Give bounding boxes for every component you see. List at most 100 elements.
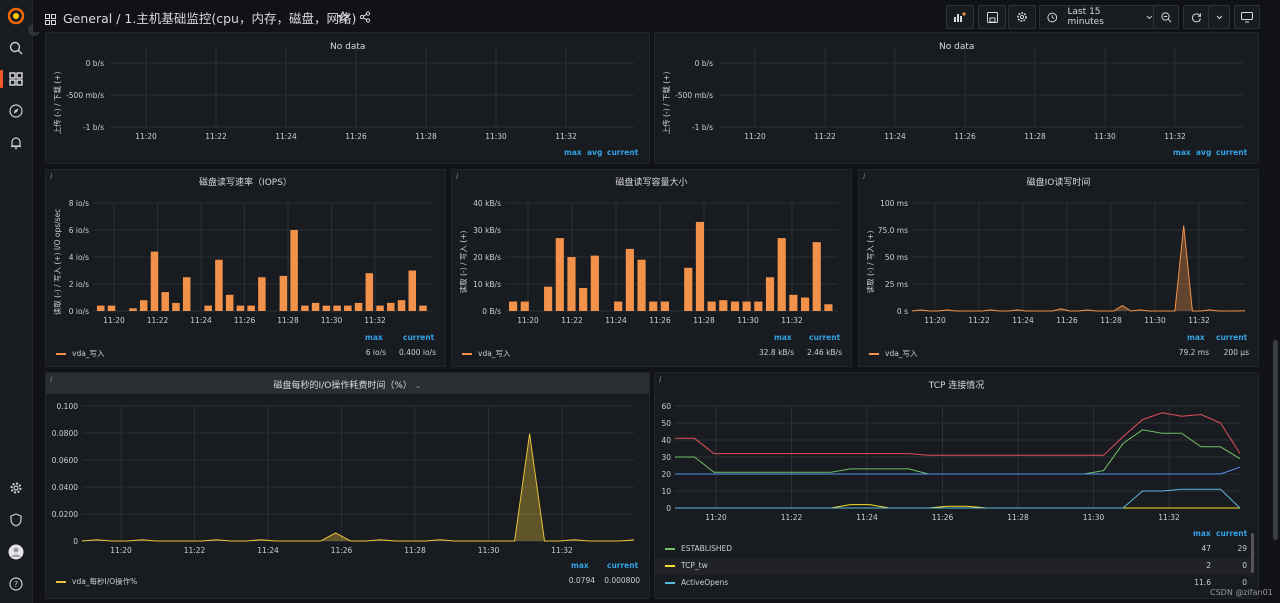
legend-series[interactable]: vda_每秒I/O操作% [56,576,137,587]
panel-title[interactable]: 磁盘读写速率（IOPS） [199,178,292,188]
network-panel-1[interactable]: No data 上传 (-) / 下载 (+) 0 b/s -500 mb/s … [45,32,650,164]
legend-max-header[interactable]: max [1187,333,1205,342]
bar [789,294,798,311]
network-panel-2[interactable]: No data 上传 (-) / 下载 (+) 0 b/s -500 mb/s … [654,32,1259,164]
legend-row-established[interactable]: ESTABLISHED 47 29 [655,541,1251,558]
bar [520,301,529,311]
chevron-down-icon[interactable]: ⌄ [414,381,422,390]
save-dashboard-button[interactable] [978,5,1006,29]
bar [777,238,786,311]
legend-current-header[interactable]: current [403,333,435,342]
add-panel-icon [954,12,966,22]
page-scrollbar[interactable] [1273,340,1278,540]
panel-title[interactable]: 磁盘读写容量大小 [615,178,688,188]
legend-series[interactable]: vda_写入 [56,348,105,359]
bar [344,305,352,311]
panel-info-icon[interactable]: i [50,172,53,181]
legend-max-header[interactable]: max [1193,529,1211,538]
x-tick: 11:20 [744,132,766,141]
y-tick: 0 s [897,307,908,316]
help-icon[interactable]: ? [6,574,26,594]
legend-max-header[interactable]: max [571,561,589,570]
panel-info-icon[interactable]: i [456,172,459,181]
bar [765,277,775,311]
panel-info-icon[interactable]: i [659,375,662,384]
bar [419,305,427,311]
legend-row-tcp-tw[interactable]: TCP_tw 2 0 [655,558,1251,575]
panel-title-text: 磁盘每秒的I/O操作耗费时间（%） [273,381,412,391]
bell-icon[interactable] [6,133,26,153]
share-icon[interactable] [359,8,371,27]
series-max: 32.8 kB/s [758,348,794,357]
disk-io-util-chart: 0.100 0.0800 0.0600 0.0400 0.0200 0 11:2… [52,402,635,555]
shield-icon[interactable] [6,510,26,530]
bar [684,267,693,311]
network-chart-2: 上传 (-) / 下载 (+) 0 b/s -500 mb/s -1 b/s 1… [661,47,1243,141]
y-tick: 2 io/s [69,280,89,289]
legend-series[interactable]: vda_写入 [869,348,918,359]
series-name: vda_写入 [72,349,105,358]
y-tick: -500 mb/s [66,91,104,100]
legend-current-header[interactable]: current [607,561,639,570]
bar [387,302,395,311]
tv-mode-button[interactable] [1234,5,1260,29]
breadcrumb-section[interactable]: General [63,11,113,26]
legend-series[interactable]: vda_写入 [462,348,511,359]
legend-current-header[interactable]: current [1216,333,1248,342]
legend-avg-header[interactable]: avg [1196,148,1212,157]
legend-max-header[interactable]: max [564,148,582,157]
avatar[interactable] [6,542,26,562]
add-panel-button[interactable] [946,5,974,29]
x-tick: 11:22 [814,132,836,141]
dashboards-icon[interactable] [6,69,26,89]
chevron-down-icon [1146,15,1153,19]
bar [730,301,740,311]
bar [719,300,728,311]
legend-row-activeopens[interactable]: ActiveOpens 11.6 0 [655,575,1251,592]
zoom-out-button[interactable] [1153,5,1179,29]
explore-icon[interactable] [6,101,26,121]
legend-current-header[interactable]: current [1216,529,1248,538]
page-title[interactable]: / 1.主机基础监控(cpu，内存，磁盘，网络) [116,11,357,26]
no-data-label: No data [939,42,975,52]
time-picker-button[interactable]: Last 15 minutes [1039,5,1154,29]
series-current: 0.000800 [604,576,640,585]
legend-current-header[interactable]: current [809,333,841,342]
legend-scrollbar[interactable] [1251,533,1254,573]
x-tick: 11:28 [277,316,299,325]
bar [408,270,417,311]
dashboard-settings-button[interactable] [1008,5,1036,29]
bar [290,230,298,311]
legend-current-header[interactable]: current [607,148,639,157]
refresh-interval-dropdown[interactable] [1208,5,1230,29]
legend-max-header[interactable]: max [365,333,383,342]
legend-current-header[interactable]: current [1216,148,1248,157]
disk-bytes-panel[interactable]: i 磁盘读写容量大小 读取 (-) / 写入 (+) 40 kB/s 30 kB… [451,169,852,367]
x-tick: 11:30 [485,132,507,141]
disk-io-time-panel[interactable]: i 磁盘IO读写时间 读取 (-) / 写入 (+) 100 ms 75.0 m… [858,169,1259,367]
grafana-logo-icon[interactable] [6,6,26,26]
bar [97,305,105,311]
disk-io-util-panel[interactable]: i 磁盘每秒的I/O操作耗费时间（%） ⌄ 0.100 0.0800 0.060… [45,372,650,599]
x-tick: 11:24 [190,316,212,325]
gear-icon[interactable] [6,478,26,498]
star-icon[interactable] [336,8,350,27]
panel-title[interactable]: 磁盘每秒的I/O操作耗费时间（%） ⌄ [46,378,649,391]
legend-max-header[interactable]: max [774,333,792,342]
panel-info-icon[interactable]: i [863,172,866,181]
panel-header-hover[interactable] [46,373,649,394]
series-line [675,488,1241,509]
series-name: vda_每秒I/O操作% [72,577,138,586]
legend-avg-header[interactable]: avg [587,148,603,157]
iops-panel[interactable]: i 磁盘读写速率（IOPS） 读取 (-) / 写入 (+) I/O ops/s… [45,169,446,367]
refresh-button[interactable] [1183,5,1209,29]
x-tick: 11:32 [1188,316,1210,325]
bar [649,301,658,311]
panel-title[interactable]: TCP 连接情况 [928,381,985,391]
search-icon[interactable] [6,38,26,58]
legend-max-header[interactable]: max [1173,148,1191,157]
panel-info-icon[interactable]: i [50,375,53,384]
x-tick: 11:32 [551,546,573,555]
tcp-connections-panel[interactable]: i TCP 连接情况 60 50 40 30 20 10 0 11:20 11:2… [654,372,1259,599]
panel-title[interactable]: 磁盘IO读写时间 [1026,178,1091,188]
